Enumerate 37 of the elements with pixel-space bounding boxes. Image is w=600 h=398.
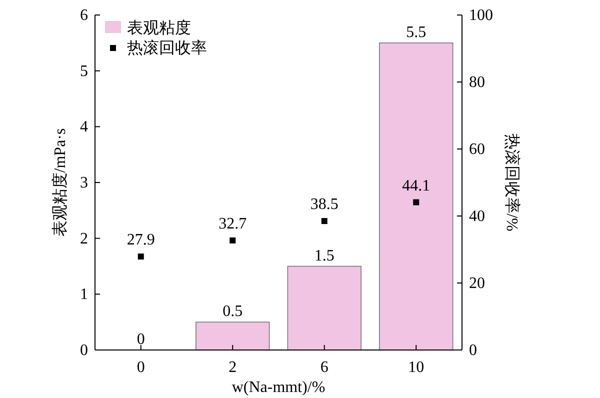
bar xyxy=(196,322,270,350)
point xyxy=(321,218,328,224)
data-label: 32.7 xyxy=(218,215,247,232)
y-tick-label: 5 xyxy=(80,62,88,80)
x-tick-label: 6 xyxy=(320,359,328,376)
bar xyxy=(287,266,362,350)
y-axis-title: 表观粘度/mPa·s xyxy=(51,128,69,237)
data-label: 38.5 xyxy=(310,196,338,214)
y2-tick-label: 60 xyxy=(469,141,485,158)
data-label: 27.9 xyxy=(126,232,155,249)
y2-tick-label: 100 xyxy=(469,7,493,24)
bar xyxy=(379,42,454,350)
y-tick-label: 2 xyxy=(80,230,88,248)
data-label: 0.5 xyxy=(222,303,243,320)
point xyxy=(413,199,420,206)
y-tick-label: 4 xyxy=(80,118,88,136)
y2-tick-label: 0 xyxy=(469,342,477,359)
x-tick-label: 0 xyxy=(136,359,145,376)
y-tick-label: 1 xyxy=(80,286,88,304)
x-tick-label: 10 xyxy=(408,359,424,376)
legend-label: 表观粘度 xyxy=(127,19,191,37)
data-label: 0 xyxy=(136,331,145,348)
y-tick-label: 0 xyxy=(80,342,88,359)
data-label: 44.1 xyxy=(402,177,430,194)
y-tick-label: 6 xyxy=(80,7,88,24)
y-tick-label: 3 xyxy=(80,174,88,192)
x-tick-label: 2 xyxy=(228,359,237,376)
legend-label: 热滚回收率 xyxy=(127,39,207,57)
y2-tick-label: 80 xyxy=(469,74,485,91)
x-axis-title: w(Na-mmt)/% xyxy=(232,379,326,396)
data-label: 5.5 xyxy=(406,24,426,41)
point xyxy=(230,237,236,244)
y2-tick-label: 40 xyxy=(469,208,485,225)
y2-tick-label: 20 xyxy=(469,275,485,292)
point xyxy=(138,254,144,260)
data-label: 1.5 xyxy=(314,247,334,264)
y2-axis-title: 热滚回收率/% xyxy=(503,134,521,232)
